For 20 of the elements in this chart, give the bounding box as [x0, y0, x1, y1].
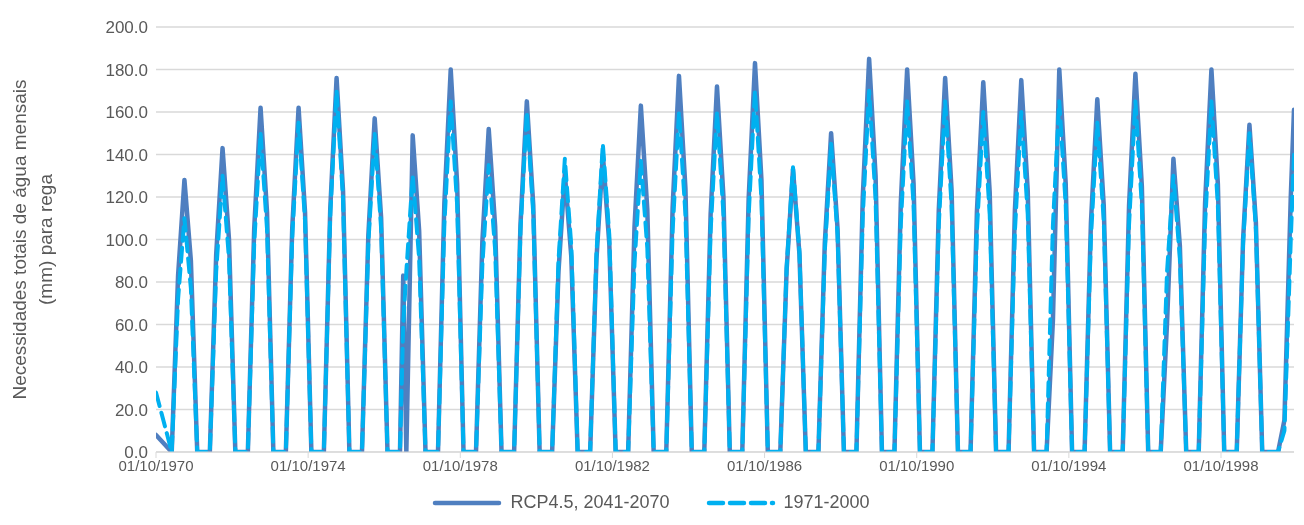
- legend-label: 1971-2000: [783, 492, 870, 513]
- y-tick-label: 120.0: [105, 188, 148, 208]
- x-tick-label: 01/10/1974: [270, 456, 346, 474]
- y-axis-title: Necessidades totais de água mensais (mm) para rega: [9, 79, 56, 400]
- y-tick-label: 80.0: [114, 273, 148, 293]
- y-tick-label: 160.0: [105, 103, 148, 123]
- y-tick-label: 20.0: [114, 400, 148, 420]
- legend-label: RCP4.5, 2041-2070: [510, 492, 670, 513]
- y-tick-label: 60.0: [114, 315, 148, 335]
- x-tick-label: 01/10/1978: [422, 456, 498, 474]
- y-tick-label: 180.0: [105, 60, 148, 80]
- x-tick-label: 01/10/1998: [1183, 456, 1259, 474]
- x-tick-label: 01/10/1982: [574, 456, 650, 474]
- y-tick-label: 100.0: [105, 230, 148, 250]
- y-tick-label: 200.0: [105, 18, 148, 38]
- y-tick-label: 140.0: [105, 145, 148, 165]
- y-tick-label: 40.0: [114, 358, 148, 378]
- x-tick-label: 01/10/1986: [727, 456, 803, 474]
- x-tick-label: 01/10/1990: [879, 456, 955, 474]
- x-tick-label: 01/10/1994: [1031, 456, 1107, 474]
